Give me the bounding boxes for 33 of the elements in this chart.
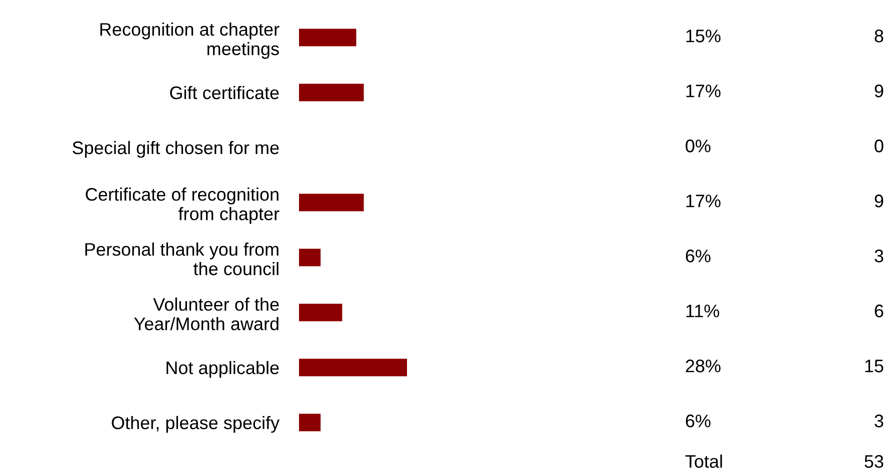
bar (299, 414, 321, 432)
text: 9 (874, 194, 884, 208)
bar (299, 194, 364, 212)
text: 3 (874, 414, 884, 428)
text: 8 (874, 30, 884, 42)
bar (299, 28, 356, 46)
y-tick-label: Certificate of recognition from chapter (86, 188, 280, 224)
text: 53 (864, 455, 884, 468)
bar (299, 304, 342, 322)
text: 17% (686, 84, 720, 98)
text: 6% (686, 250, 710, 262)
text: 0 (874, 140, 884, 152)
text: 6% (686, 414, 710, 428)
y-tick-label: Other, please specify (112, 416, 280, 433)
text: 6 (874, 304, 884, 318)
y-tick-label: Recognition at chapter meetings (100, 22, 280, 59)
bar (299, 358, 407, 376)
text: 11% (686, 304, 720, 318)
text: Total (685, 454, 722, 468)
text: 28% (686, 360, 720, 372)
y-tick-label: Gift certificate (170, 86, 279, 100)
y-tick-label: Not applicable (166, 360, 279, 378)
bar (299, 248, 321, 266)
text: 15 (865, 360, 884, 372)
text: 0% (686, 140, 710, 152)
y-tick-label: Personal thank you from the council (85, 242, 278, 276)
text: 3 (874, 250, 884, 262)
bar (299, 84, 364, 102)
y-tick-label: Special gift chosen for me (72, 140, 279, 158)
text: 17% (686, 194, 720, 208)
y-tick-label: Volunteer of the Year/Month award (134, 298, 279, 330)
text: 15% (686, 30, 720, 42)
text: 9 (874, 84, 884, 98)
